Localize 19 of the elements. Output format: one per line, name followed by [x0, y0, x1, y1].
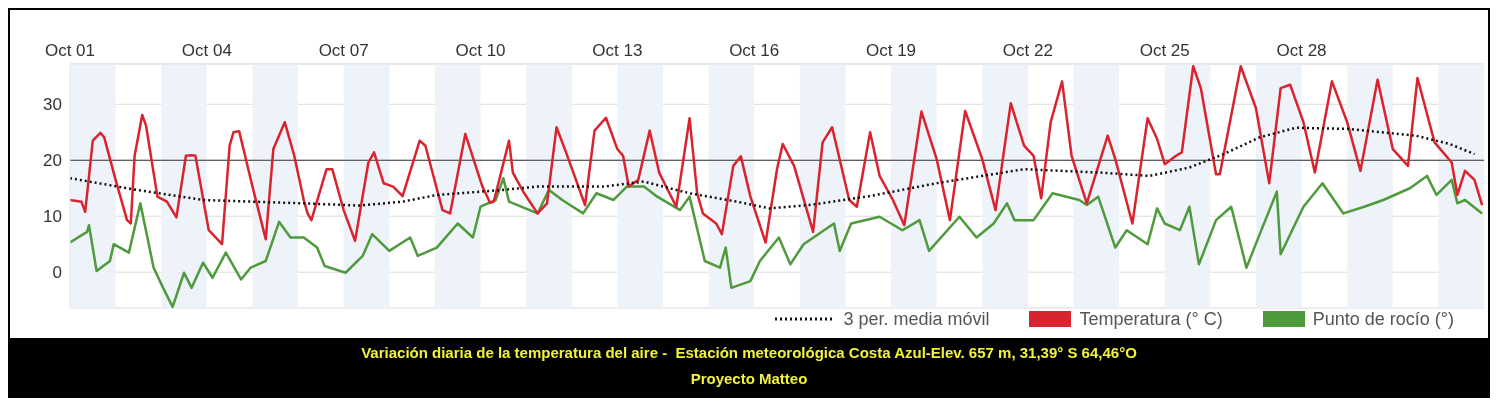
x-tick-label: Oct 10 [455, 41, 506, 60]
y-tick-label: 10 [43, 207, 62, 227]
x-tick-label: Oct 01 [44, 41, 96, 60]
x-tick-label: Oct 25 [1139, 41, 1190, 60]
text: Variación diaria de la temperatura del aire - Estación meteorológica Costa Azul-Elev. 657 m, 31,39° S 64,46°O [361, 344, 1137, 361]
legend-label: 3 per. media móvil [843, 308, 990, 330]
x-tick-label: Oct 19 [865, 41, 917, 60]
x-tick-label: Oct 16 [729, 41, 780, 60]
x-tick-label: Oct 22 [1002, 41, 1053, 60]
legend-label: Temperatura (° C) [1079, 308, 1223, 330]
text: Proyecto Matteo [690, 370, 808, 387]
legend-label: Punto de rocío (°) [1312, 308, 1454, 330]
x-tick-label: Oct 04 [181, 41, 232, 60]
x-tick-label: Oct 28 [1276, 41, 1327, 60]
x-tick-label: Oct 07 [318, 41, 369, 60]
y-tick-label: 20 [43, 151, 62, 171]
y-tick-label: 0 [52, 263, 62, 283]
x-tick-label: Oct 13 [592, 41, 643, 60]
y-tick-label: 30 [43, 95, 62, 115]
